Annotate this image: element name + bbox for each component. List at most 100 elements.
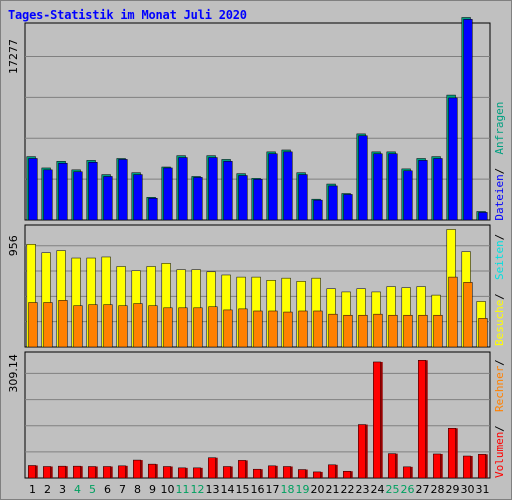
x-tick-label-day-5: 5 [89,483,96,496]
bar-volumen-day-5 [88,466,96,479]
panel-1-tick-label: 17277 [7,39,20,74]
x-tick-label-day-14: 14 [221,483,235,496]
x-tick-label-day-12: 12 [191,483,205,496]
bar-dateien-day-9 [148,197,158,221]
bar-rechner-day-22 [343,314,353,348]
bar-volumen-day-6 [103,466,111,479]
bar-rechner-day-30 [463,282,473,348]
legend-separator: / [493,359,506,366]
bar-dateien-day-31 [478,212,488,221]
bar-volumen-day-13 [208,457,216,479]
bar-dateien-day-23 [358,135,368,221]
bar-dateien-day-24 [373,153,383,221]
bar-rechner-day-3 [58,300,68,348]
bar-volumen-day-21 [328,464,336,479]
bar-dateien-day-26 [403,170,413,221]
x-tick-label-day-25: 25 [386,483,400,496]
x-tick-label-day-30: 30 [461,483,475,496]
bar-volumen-day-26 [403,466,411,479]
bar-dateien-day-6 [103,176,113,221]
x-tick-label-day-27: 27 [416,483,430,496]
bar-volumen-day-22 [343,470,351,479]
bar-rechner-day-12 [193,307,203,348]
x-tick-label-day-2: 2 [44,483,51,496]
bar-volumen-day-30 [463,455,471,479]
bar-volumen-day-9 [148,463,156,479]
legend-item-rechner: Rechner [493,365,506,412]
bar-volumen-day-28 [433,453,441,479]
bar-volumen-day-27 [418,360,426,479]
bar-volumen-day-29 [448,428,456,479]
bar-rechner-day-2 [43,302,53,348]
bar-volumen-day-7 [118,465,126,479]
x-tick-label-day-1: 1 [29,483,36,496]
bar-rechner-day-24 [373,313,383,348]
bar-dateien-day-2 [43,169,53,221]
bar-rechner-day-18 [283,311,293,348]
bar-dateien-day-29 [448,97,458,221]
bar-volumen-day-24 [373,361,381,479]
x-tick-label-day-11: 11 [176,483,190,496]
x-tick-label-day-15: 15 [236,483,250,496]
legend-item-dateien: Dateien [493,174,506,220]
bar-volumen-day-10 [163,466,171,479]
bar-volumen-day-18 [283,466,291,479]
bar-dateien-day-4 [73,171,83,221]
bar-dateien-day-15 [238,175,248,221]
x-tick-label-day-31: 31 [476,483,490,496]
x-tick-label-day-23: 23 [356,483,370,496]
panel-3-tick-label: 309.14 [7,354,20,393]
bar-rechner-day-14 [223,309,233,348]
x-tick-label-day-10: 10 [161,483,175,496]
x-tick-label-day-17: 17 [266,483,280,496]
legend-item-besuche: Besuche [493,300,506,346]
legend-separator: / [493,234,506,241]
x-tick-label-day-29: 29 [446,483,460,496]
bar-rechner-day-28 [433,314,443,348]
legend: Volumen / Rechner / Besuche / Seiten / D… [493,102,506,478]
bar-dateien-day-1 [28,158,38,221]
bar-rechner-day-9 [148,305,158,348]
bar-rechner-day-31 [478,318,488,348]
bar-volumen-day-12 [193,467,201,479]
bar-volumen-day-15 [238,460,246,479]
bar-volumen-day-1 [28,465,36,479]
bar-dateien-day-16 [253,179,263,221]
x-tick-label-day-3: 3 [59,483,66,496]
bar-rechner-day-29 [448,276,458,348]
legend-separator: / [493,425,506,432]
bar-dateien-day-21 [328,185,338,221]
x-tick-label-day-20: 20 [311,483,325,496]
chart-title: Tages-Statistik im Monat Juli 2020 [8,8,247,22]
bar-dateien-day-7 [118,159,128,221]
bar-rechner-day-17 [268,310,278,348]
x-tick-label-day-21: 21 [326,483,340,496]
bar-volumen-day-25 [388,453,396,479]
bar-dateien-day-19 [298,174,308,221]
bar-rechner-day-6 [103,304,113,348]
x-tick-label-day-18: 18 [281,483,295,496]
x-tick-label-day-8: 8 [134,483,141,496]
bar-dateien-day-28 [433,158,443,221]
x-tick-label-day-6: 6 [104,483,111,496]
bar-dateien-day-20 [313,199,323,221]
x-tick-label-day-9: 9 [149,483,156,496]
bar-rechner-day-8 [133,303,143,348]
bar-volumen-day-20 [313,471,321,479]
bar-rechner-day-27 [418,314,428,348]
bar-rechner-day-16 [253,310,263,348]
bar-rechner-day-11 [178,307,188,348]
legend-item-anfragen: Anfragen [493,102,506,155]
bar-rechner-day-25 [388,314,398,348]
bar-rechner-day-10 [163,307,173,348]
bar-rechner-day-19 [298,310,308,348]
bar-dateien-day-22 [343,194,353,221]
x-tick-label-day-22: 22 [341,483,355,496]
bar-dateien-day-12 [193,177,203,221]
bar-rechner-day-20 [313,310,323,348]
x-tick-label-day-28: 28 [431,483,445,496]
bar-dateien-day-10 [163,167,173,221]
bar-rechner-day-1 [28,302,38,348]
bar-dateien-day-30 [463,19,473,221]
legend-item-seiten: Seiten [493,240,506,280]
